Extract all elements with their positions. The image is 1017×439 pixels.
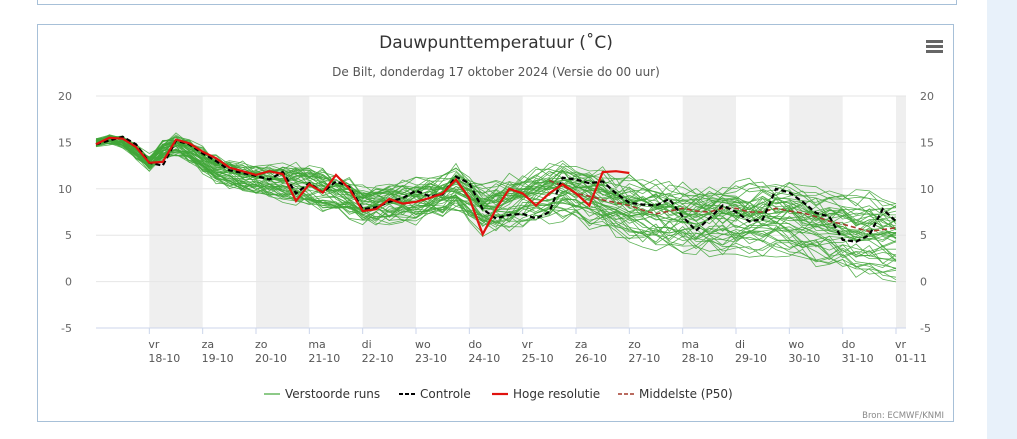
x-tick-date: 27-10 bbox=[628, 352, 660, 365]
ensemble-run-line bbox=[95, 141, 897, 248]
x-tick-date: 22-10 bbox=[362, 352, 394, 365]
y-tick-label-right: 20 bbox=[920, 90, 934, 103]
ensemble-run-line bbox=[95, 139, 897, 225]
x-tick-day: za bbox=[575, 338, 588, 351]
ensemble-run-line bbox=[95, 140, 897, 270]
y-tick-label-left: 15 bbox=[58, 136, 72, 149]
legend-label: Verstoorde runs bbox=[285, 387, 380, 401]
x-tick-date: 29-10 bbox=[735, 352, 767, 365]
weekend-bands bbox=[149, 96, 906, 328]
x-tick-date: 23-10 bbox=[415, 352, 447, 365]
ensemble-run-line bbox=[95, 135, 897, 227]
legend: Verstoorde runs Controle Hoge resolutie Mid… bbox=[264, 387, 733, 401]
series-line-hoge-resolutie bbox=[95, 136, 630, 237]
x-tick-day: ma bbox=[682, 338, 699, 351]
y-tick-label-left: 20 bbox=[58, 90, 72, 103]
y-tick-label-left: 5 bbox=[65, 229, 72, 242]
legend-label: Hoge resolutie bbox=[513, 387, 600, 401]
x-tick-day: zo bbox=[628, 338, 641, 351]
x-tick-day: di bbox=[362, 338, 372, 351]
weekend-band bbox=[149, 96, 203, 328]
main-series bbox=[95, 135, 897, 243]
chart-subtitle: De Bilt, donderdag 17 oktober 2024 (Vers… bbox=[332, 65, 660, 79]
x-tick-day: vr bbox=[148, 338, 160, 351]
x-tick-date: 01-11 bbox=[895, 352, 927, 365]
previous-panel-edge bbox=[37, 0, 957, 5]
y-tick-label-left: 0 bbox=[65, 276, 72, 289]
x-tick-day: vr bbox=[895, 338, 907, 351]
legend-item[interactable]: Middelste (P50) bbox=[618, 387, 733, 401]
x-tick-day: do bbox=[468, 338, 482, 351]
y-tick-label-right: 0 bbox=[920, 276, 927, 289]
credits: Bron: ECMWF/KNMI bbox=[862, 411, 944, 421]
x-tick-day: ma bbox=[308, 338, 325, 351]
ensemble-run-line bbox=[95, 135, 897, 216]
x-tick-date: 19-10 bbox=[202, 352, 234, 365]
x-tick-date: 28-10 bbox=[682, 352, 714, 365]
hamburger-icon bbox=[926, 40, 943, 53]
legend-label: Controle bbox=[420, 387, 471, 401]
menu-hamburger-icon[interactable] bbox=[924, 36, 946, 56]
x-tick-date: 31-10 bbox=[842, 352, 874, 365]
y-tick-label-right: -5 bbox=[920, 322, 931, 335]
y-tick-label-right: 15 bbox=[920, 136, 934, 149]
x-tick-day: di bbox=[735, 338, 745, 351]
x-tick-day: vr bbox=[522, 338, 534, 351]
y-tick-label-right: 5 bbox=[920, 229, 927, 242]
x-tick-date: 20-10 bbox=[255, 352, 287, 365]
weekend-band bbox=[256, 96, 310, 328]
y-tick-label-right: 10 bbox=[920, 183, 934, 196]
legend-item[interactable]: Hoge resolutie bbox=[492, 387, 600, 401]
ensemble-run-line bbox=[95, 138, 897, 278]
x-tick-day: wo bbox=[415, 338, 431, 351]
x-tick-day: zo bbox=[255, 338, 268, 351]
x-tick-day: wo bbox=[788, 338, 804, 351]
legend-label: Middelste (P50) bbox=[639, 387, 733, 401]
legend-item[interactable]: Controle bbox=[399, 387, 471, 401]
ensemble-run-line bbox=[95, 134, 897, 213]
legend-item[interactable]: Verstoorde runs bbox=[264, 387, 380, 401]
right-side-panel bbox=[987, 0, 1017, 439]
x-tick-date: 25-10 bbox=[522, 352, 554, 365]
x-tick-date: 24-10 bbox=[468, 352, 500, 365]
y-tick-label-left: -5 bbox=[61, 322, 72, 335]
ensemble-run-line bbox=[95, 136, 897, 208]
ensemble-run-line bbox=[95, 140, 897, 262]
x-tick-date: 21-10 bbox=[308, 352, 340, 365]
x-tick-day: do bbox=[842, 338, 856, 351]
series-line-controle bbox=[95, 135, 897, 243]
weekend-band bbox=[896, 96, 906, 328]
y-tick-label-left: 10 bbox=[58, 183, 72, 196]
x-tick-date: 30-10 bbox=[788, 352, 820, 365]
series-line-p50 bbox=[548, 179, 897, 233]
x-tick-date: 18-10 bbox=[148, 352, 180, 365]
x-tick-date: 26-10 bbox=[575, 352, 607, 365]
x-tick-day: za bbox=[202, 338, 215, 351]
chart-title: Dauwpunttemperatuur (˚C) bbox=[379, 32, 613, 53]
